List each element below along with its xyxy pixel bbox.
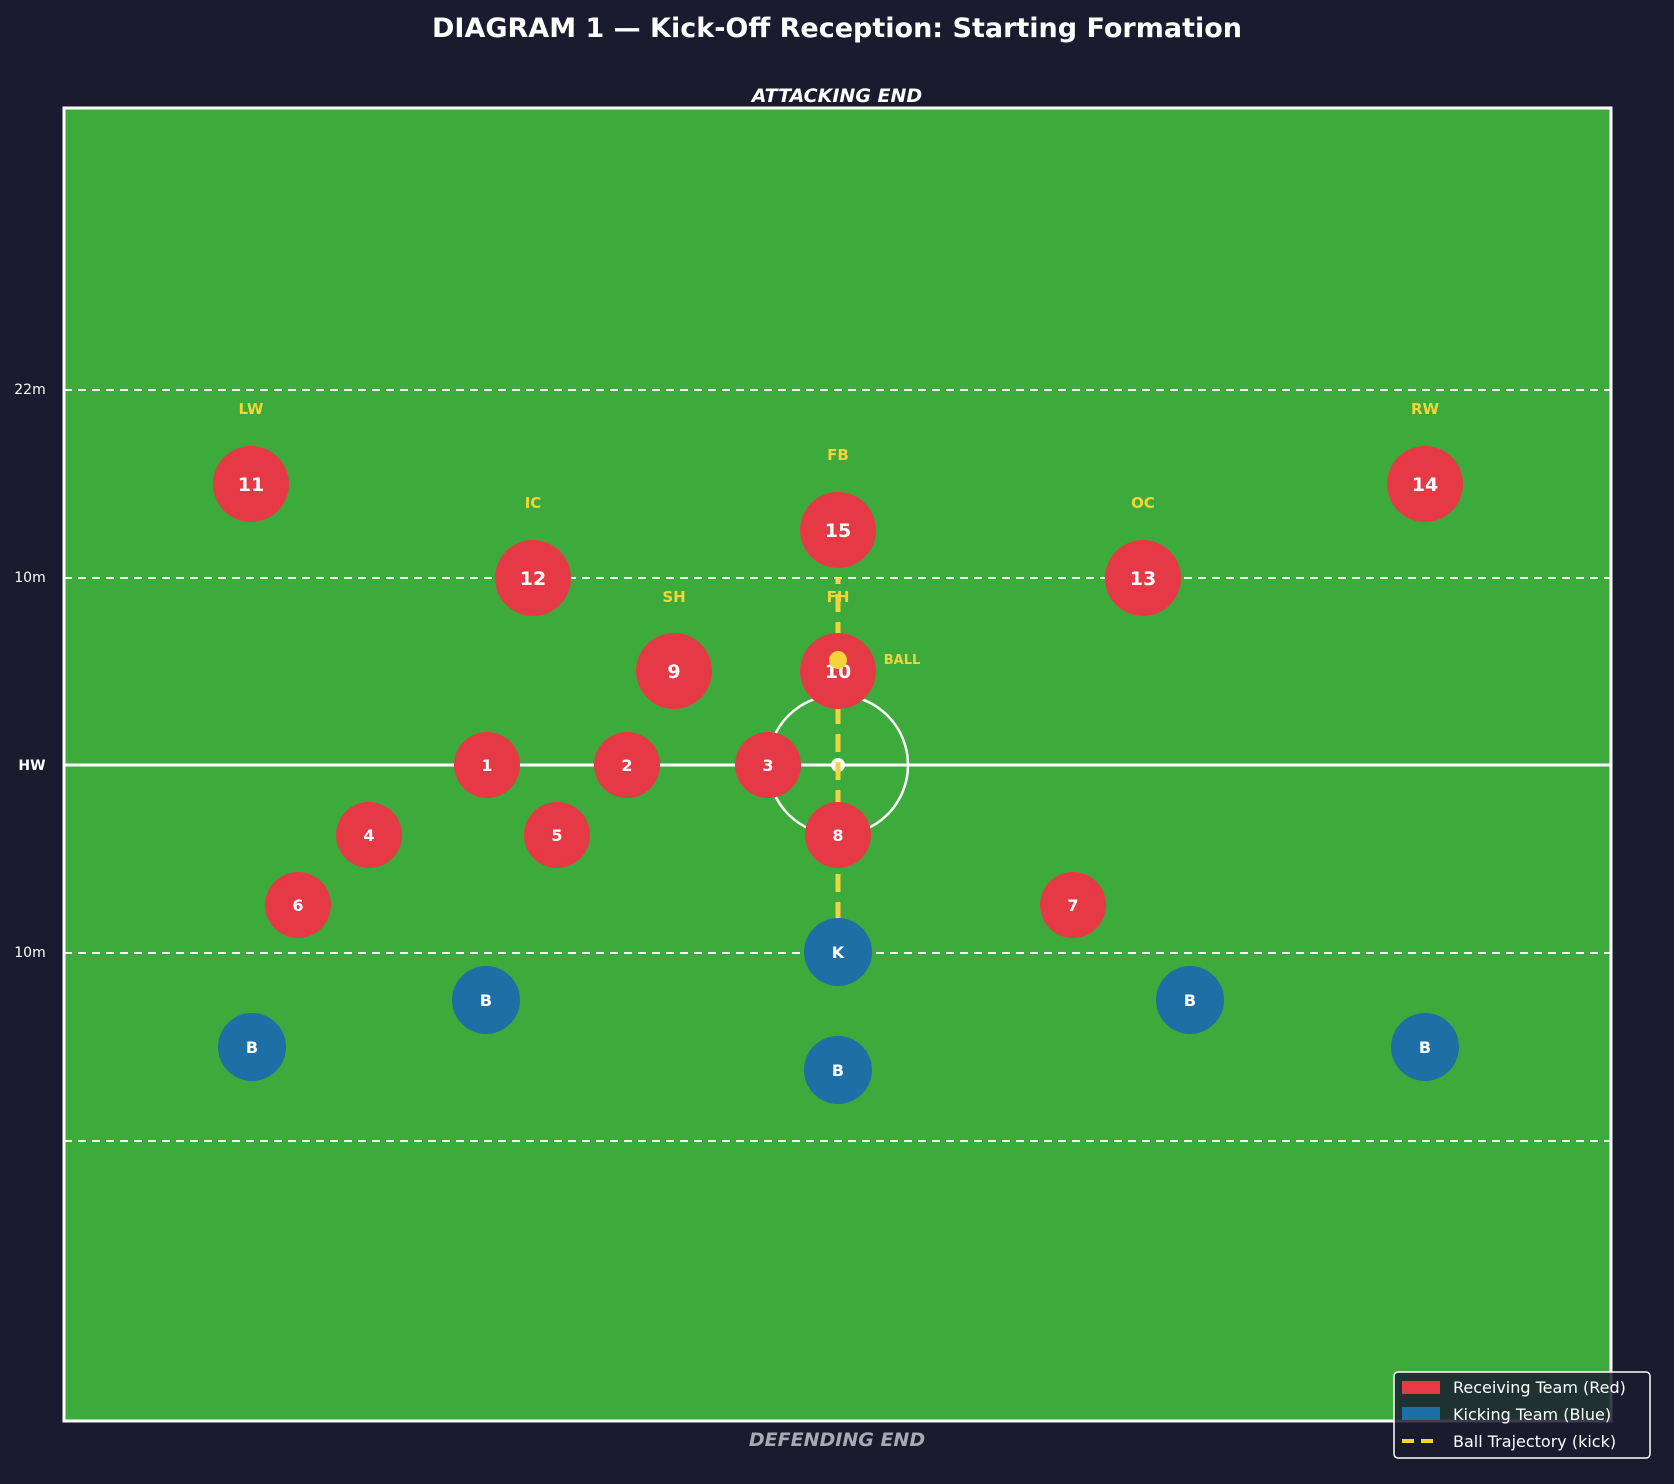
- diagram-title: DIAGRAM 1 — Kick-Off Reception: Starting…: [432, 13, 1242, 44]
- player-14: [1387, 446, 1463, 522]
- player-6: [265, 872, 331, 938]
- player-number: 13: [1130, 568, 1156, 590]
- player-3: [735, 732, 801, 798]
- player-number: 3: [762, 756, 773, 775]
- kicking-player: [218, 1013, 286, 1081]
- ball-label: BALL: [884, 653, 921, 668]
- player-5: [524, 802, 590, 868]
- player-15: [800, 492, 876, 568]
- kicking-team: K B B B B B: [218, 918, 1459, 1104]
- player-number: 9: [667, 661, 680, 683]
- label-22m: 22m: [14, 382, 45, 398]
- kicking-player-label: B: [1419, 1038, 1431, 1057]
- defending-end-label: DEFENDING END: [749, 1429, 925, 1451]
- position-label: IC: [525, 494, 542, 512]
- player-10: [800, 633, 876, 709]
- kicker: [804, 918, 872, 986]
- kicking-player: [804, 1036, 872, 1104]
- label-halfway: HW: [18, 758, 45, 774]
- legend-item-receiving: Receiving Team (Red): [1453, 1378, 1626, 1397]
- player-13: [1105, 540, 1181, 616]
- player-11: [213, 446, 289, 522]
- player-number: 5: [551, 826, 562, 845]
- attacking-end-label: ATTACKING END: [750, 85, 922, 107]
- player-number: 14: [1412, 474, 1438, 496]
- position-label: LW: [239, 400, 264, 418]
- kicking-swatch: [1402, 1407, 1440, 1420]
- position-label: FH: [827, 588, 850, 606]
- legend-item-kicking: Kicking Team (Blue): [1453, 1405, 1611, 1424]
- label-10m-top: 10m: [14, 570, 45, 586]
- kicking-player-label: B: [480, 991, 492, 1010]
- ball-icon: [829, 651, 847, 669]
- label-10m-bottom: 10m: [14, 945, 45, 961]
- legend: Receiving Team (Red) Kicking Team (Blue)…: [1393, 1371, 1651, 1459]
- kicking-player: [1391, 1013, 1459, 1081]
- kicking-player: [1156, 966, 1224, 1034]
- player-2: [594, 732, 660, 798]
- position-label: RW: [1411, 400, 1440, 418]
- player-number: 8: [832, 826, 843, 845]
- player-number: 15: [825, 520, 851, 542]
- position-label: FB: [827, 446, 849, 464]
- receiving-swatch: [1402, 1381, 1440, 1394]
- player-number: 10: [825, 661, 851, 683]
- player-7: [1040, 872, 1106, 938]
- kicking-player: [452, 966, 520, 1034]
- player-number: 11: [238, 474, 264, 496]
- player-4: [336, 802, 402, 868]
- player-12: [495, 540, 571, 616]
- kicker-label: K: [832, 943, 845, 962]
- player-number: 6: [292, 896, 303, 915]
- kicking-player-label: B: [1184, 991, 1196, 1010]
- player-number: 1: [481, 756, 492, 775]
- player-9: [636, 633, 712, 709]
- receiving-team: 11 LW 14 RW 15 FB 12 IC 13 OC 9 SH 10 FH…: [213, 400, 1463, 938]
- kicking-player-label: B: [832, 1061, 844, 1080]
- player-number: 7: [1067, 896, 1078, 915]
- player-number: 4: [363, 826, 374, 845]
- player-number: 2: [621, 756, 632, 775]
- player-8: [805, 802, 871, 868]
- legend-box: [1393, 1371, 1651, 1459]
- player-1: [454, 732, 520, 798]
- player-number: 12: [520, 568, 546, 590]
- legend-item-ball: Ball Trajectory (kick): [1453, 1432, 1616, 1451]
- kicking-player-label: B: [246, 1038, 258, 1057]
- position-label: SH: [662, 588, 685, 606]
- position-label: OC: [1131, 494, 1155, 512]
